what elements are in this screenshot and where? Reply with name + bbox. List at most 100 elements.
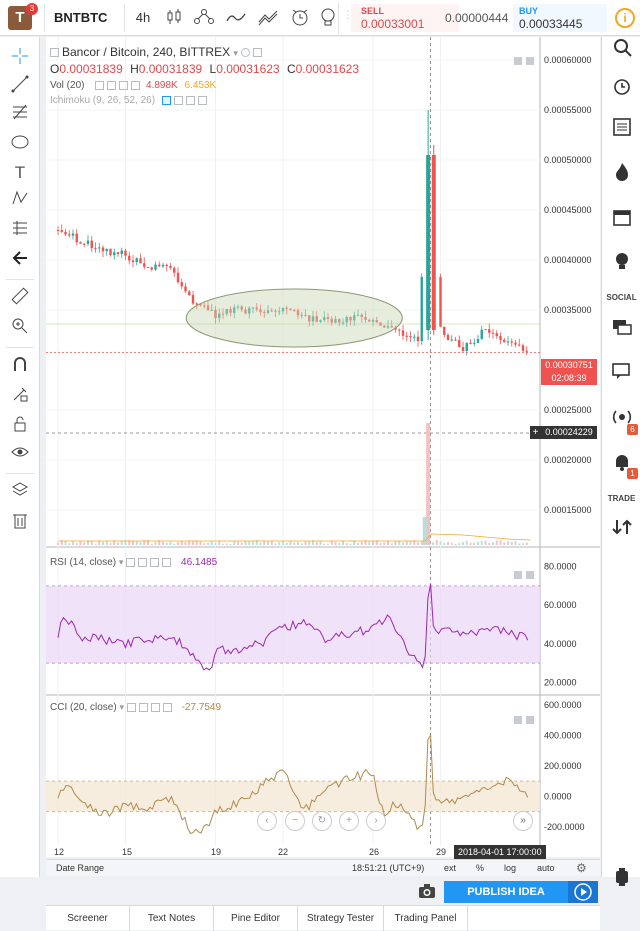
- tab-strategy-tester[interactable]: Strategy Tester: [298, 906, 384, 931]
- ohlc-values: O0.00031839 H0.00031839 L0.00031623 C0.0…: [50, 62, 359, 76]
- visibility-icon[interactable]: [126, 702, 136, 712]
- cci-band: [46, 781, 540, 812]
- more-icon[interactable]: [131, 80, 141, 90]
- tab-screener[interactable]: Screener: [46, 906, 130, 931]
- magnet-icon[interactable]: [8, 355, 32, 379]
- calendar-icon[interactable]: [608, 207, 636, 233]
- play-icon[interactable]: [568, 881, 598, 903]
- crosshair-icon[interactable]: [8, 47, 32, 71]
- chevron-down-icon[interactable]: ▾: [118, 557, 124, 567]
- publish-idea-button[interactable]: PUBLISH IDEA: [444, 881, 568, 903]
- chart-canvas[interactable]: 0.00060000 0.00055000 0.00050000 0.00045000…: [46, 37, 600, 857]
- visibility-icon[interactable]: [126, 557, 136, 567]
- idea-icon[interactable]: [318, 7, 338, 29]
- auto-toggle[interactable]: auto: [537, 863, 555, 873]
- close-icon[interactable]: [150, 557, 160, 567]
- info-icon[interactable]: i: [615, 8, 635, 28]
- interval-button[interactable]: 4h: [135, 10, 151, 25]
- chevron-down-icon[interactable]: ▾: [233, 48, 238, 58]
- buy-button[interactable]: BUY 0.00033445: [513, 4, 607, 32]
- more-icon[interactable]: [162, 557, 172, 567]
- go-to-realtime-icon[interactable]: »: [513, 811, 533, 831]
- collapse-icon[interactable]: [50, 48, 59, 58]
- visibility-icon[interactable]: [95, 80, 105, 90]
- lock-drawing-icon[interactable]: [8, 385, 32, 409]
- tab-trading-panel[interactable]: Trading Panel: [384, 906, 468, 931]
- log-toggle[interactable]: log: [504, 863, 517, 873]
- settings-icon[interactable]: [138, 702, 148, 712]
- more-icon[interactable]: [162, 702, 172, 712]
- hotlist-flame-icon[interactable]: [608, 161, 636, 187]
- visibility-icon[interactable]: [241, 48, 251, 58]
- chevron-down-icon[interactable]: ▾: [119, 702, 124, 712]
- candle-body: [278, 311, 281, 313]
- text-tool-icon[interactable]: T: [14, 163, 26, 182]
- private-chat-icon[interactable]: [608, 361, 636, 387]
- zoom-out-icon[interactable]: −: [285, 811, 305, 831]
- fib-retracement-icon[interactable]: [8, 103, 32, 127]
- notifications-bell-icon[interactable]: [608, 451, 636, 477]
- volume-bar: [342, 540, 344, 545]
- volume-bar: [255, 540, 258, 545]
- percent-toggle[interactable]: %: [476, 863, 485, 873]
- streams-icon[interactable]: [608, 407, 636, 433]
- candle-body: [210, 309, 213, 311]
- add-price-icon[interactable]: +: [530, 426, 541, 439]
- scroll-left-icon[interactable]: ‹: [257, 811, 277, 831]
- data-window-icon[interactable]: [608, 117, 636, 143]
- order-panel-icon[interactable]: [608, 517, 636, 543]
- settings-icon[interactable]: [138, 557, 148, 567]
- tab-pine-editor[interactable]: Pine Editor: [214, 906, 298, 931]
- compare-icon[interactable]: [192, 7, 216, 29]
- watchlist-icon[interactable]: [608, 37, 636, 63]
- scroll-right-icon[interactable]: ›: [366, 811, 386, 831]
- unlock-icon[interactable]: [8, 415, 32, 439]
- gear-icon[interactable]: ⚙: [576, 861, 587, 875]
- settings-icon[interactable]: [173, 95, 183, 105]
- ideas-lightbulb-icon[interactable]: [608, 251, 636, 277]
- close-icon[interactable]: [185, 95, 195, 105]
- date-range-button[interactable]: Date Range: [56, 863, 105, 873]
- reset-icon[interactable]: ↻: [312, 811, 332, 831]
- candle-body: [60, 230, 63, 232]
- candle-body: [341, 322, 345, 324]
- layers-icon[interactable]: [8, 481, 32, 505]
- tab-text-notes[interactable]: Text Notes: [130, 906, 214, 931]
- trash-icon[interactable]: [8, 511, 32, 535]
- candle-body: [499, 336, 502, 340]
- broker-icon[interactable]: [608, 867, 636, 893]
- ext-toggle[interactable]: ext: [444, 863, 457, 873]
- back-arrow-icon[interactable]: [8, 249, 32, 273]
- templates-icon[interactable]: [256, 7, 280, 29]
- ruler-icon[interactable]: [8, 287, 32, 311]
- settings-icon[interactable]: [253, 48, 263, 58]
- eye-icon[interactable]: [8, 443, 32, 467]
- more-icon[interactable]: [197, 95, 207, 105]
- time-tick: 19: [211, 847, 222, 857]
- alarm-clock-icon[interactable]: [608, 75, 636, 101]
- sell-button[interactable]: SELL 0.00033001: [351, 4, 459, 32]
- trend-line-icon[interactable]: [8, 75, 32, 99]
- symbol-search[interactable]: BNTBTC: [54, 10, 108, 25]
- volume-bar: [345, 543, 348, 545]
- candles-icon[interactable]: [162, 7, 186, 29]
- camera-icon[interactable]: [418, 883, 436, 899]
- clock[interactable]: 18:51:21 (UTC+9): [352, 863, 425, 873]
- settings-icon[interactable]: [107, 80, 117, 90]
- ellipse-icon[interactable]: [8, 133, 32, 157]
- time-axis[interactable]: 12 15 19 22 26 29 2018-04-01 17:00:00: [46, 845, 600, 859]
- zoom-icon[interactable]: [8, 317, 32, 341]
- pattern-icon[interactable]: [8, 189, 32, 213]
- chart-area[interactable]: 0.00060000 0.00055000 0.00050000 0.00045000…: [46, 37, 600, 857]
- candle-body: [289, 308, 292, 311]
- visibility-icon[interactable]: [161, 95, 171, 105]
- chat-icon[interactable]: [608, 317, 636, 343]
- prediction-icon[interactable]: [8, 219, 32, 243]
- zoom-in-icon[interactable]: +: [339, 811, 359, 831]
- drag-handle-icon[interactable]: ⋮: [343, 10, 353, 21]
- alert-icon[interactable]: [288, 7, 312, 29]
- close-icon[interactable]: [119, 80, 129, 90]
- close-icon[interactable]: [150, 702, 160, 712]
- time-tick: 26: [369, 847, 380, 857]
- indicators-icon[interactable]: [224, 7, 248, 29]
